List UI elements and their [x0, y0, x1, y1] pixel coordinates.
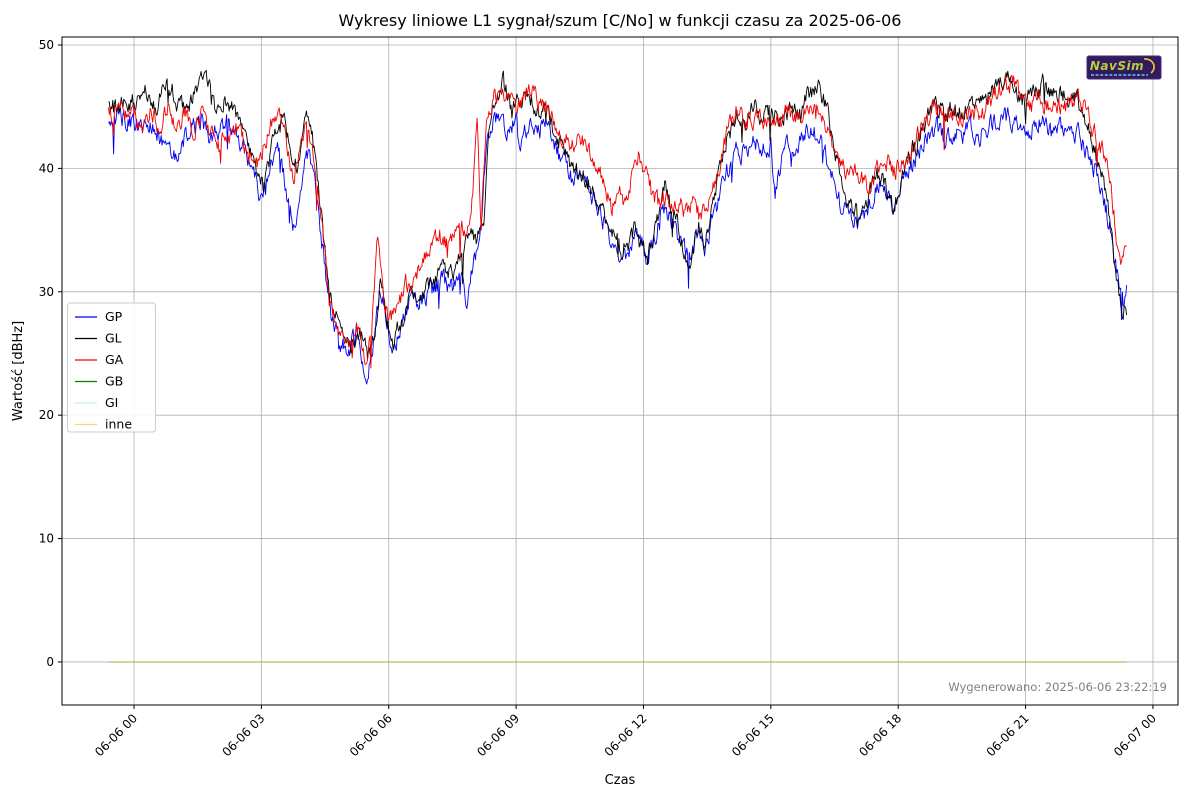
x-tick-label: 06-06 21	[984, 711, 1032, 759]
legend-label-gi: GI	[105, 395, 118, 410]
legend-label-inne: inne	[105, 417, 132, 432]
x-tick-label: 06-07 00	[1111, 711, 1159, 759]
generated-timestamp: Wygenerowano: 2025-06-06 23:22:19	[948, 680, 1167, 694]
x-tick-label: 06-06 06	[347, 711, 395, 759]
x-tick-label: 06-06 12	[602, 711, 650, 759]
legend-item: GP	[75, 309, 123, 324]
series-line-GA	[108, 75, 1127, 369]
legend-item: GA	[75, 352, 124, 367]
series-layer	[108, 69, 1128, 663]
logo-background	[1086, 55, 1162, 80]
navsim-logo: NavSim	[1086, 55, 1162, 80]
y-tick-label: 30	[39, 285, 54, 299]
legend-item: GL	[75, 331, 122, 346]
x-tick-label: 06-06 18	[856, 711, 904, 759]
x-tick-label: 06-06 00	[92, 711, 140, 759]
logo-text: NavSim	[1090, 59, 1144, 73]
y-tick-label: 0	[46, 655, 54, 669]
legend-item: inne	[75, 417, 132, 432]
legend-box	[67, 302, 156, 433]
legend-item: GB	[75, 374, 123, 389]
y-tick-label: 10	[39, 532, 54, 546]
legend-item: GI	[75, 395, 118, 410]
y-tick-label: 40	[39, 161, 54, 175]
x-tick-label: 06-06 09	[474, 711, 522, 759]
legend: GP GL GA GB GI inne	[67, 302, 156, 433]
y-tick-label: 20	[39, 408, 54, 422]
series-line-GL	[108, 69, 1128, 360]
x-tick-label: 06-06 03	[219, 711, 267, 759]
chart-title: Wykresy liniowe L1 sygnał/szum [C/No] w …	[339, 11, 902, 30]
legend-label-gl: GL	[105, 331, 122, 346]
x-axis-label: Czas	[605, 773, 636, 788]
axes-frame	[61, 36, 1179, 706]
legend-label-ga: GA	[105, 352, 124, 367]
logo-swoosh-icon	[1143, 58, 1155, 74]
y-axis-label: Wartość [dBHz]	[11, 321, 26, 421]
legend-label-gb: GB	[105, 374, 123, 389]
y-tick-label: 50	[39, 38, 54, 52]
tick-layer: 06-06 00 06-06 03 06-06 06 06-06 09 06-06 12…	[39, 38, 1159, 759]
x-tick-label: 06-06 15	[729, 711, 777, 759]
legend-label-gp: GP	[105, 309, 123, 324]
